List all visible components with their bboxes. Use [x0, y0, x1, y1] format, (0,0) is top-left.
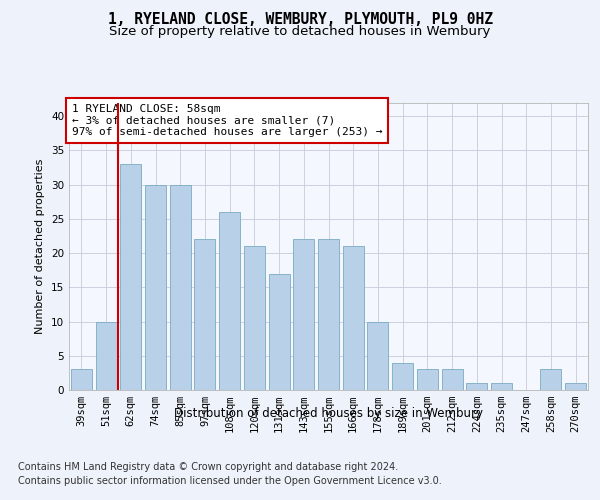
Bar	[541, 370, 562, 390]
Bar	[194, 240, 215, 390]
Bar	[466, 383, 487, 390]
Bar	[219, 212, 240, 390]
Y-axis label: Number of detached properties: Number of detached properties	[35, 158, 46, 334]
Bar	[343, 246, 364, 390]
Bar	[318, 240, 339, 390]
Text: 1 RYELAND CLOSE: 58sqm
← 3% of detached houses are smaller (7)
97% of semi-detac: 1 RYELAND CLOSE: 58sqm ← 3% of detached …	[71, 104, 382, 137]
Text: Contains public sector information licensed under the Open Government Licence v3: Contains public sector information licen…	[18, 476, 442, 486]
Bar	[95, 322, 116, 390]
Text: Distribution of detached houses by size in Wembury: Distribution of detached houses by size …	[175, 408, 484, 420]
Bar	[491, 383, 512, 390]
Bar	[417, 370, 438, 390]
Bar	[565, 383, 586, 390]
Text: Size of property relative to detached houses in Wembury: Size of property relative to detached ho…	[109, 25, 491, 38]
Bar	[145, 184, 166, 390]
Bar	[392, 362, 413, 390]
Bar	[244, 246, 265, 390]
Bar	[120, 164, 141, 390]
Bar	[293, 240, 314, 390]
Text: 1, RYELAND CLOSE, WEMBURY, PLYMOUTH, PL9 0HZ: 1, RYELAND CLOSE, WEMBURY, PLYMOUTH, PL9…	[107, 12, 493, 28]
Bar	[170, 184, 191, 390]
Bar	[442, 370, 463, 390]
Text: Contains HM Land Registry data © Crown copyright and database right 2024.: Contains HM Land Registry data © Crown c…	[18, 462, 398, 472]
Bar	[367, 322, 388, 390]
Bar	[269, 274, 290, 390]
Bar	[71, 370, 92, 390]
